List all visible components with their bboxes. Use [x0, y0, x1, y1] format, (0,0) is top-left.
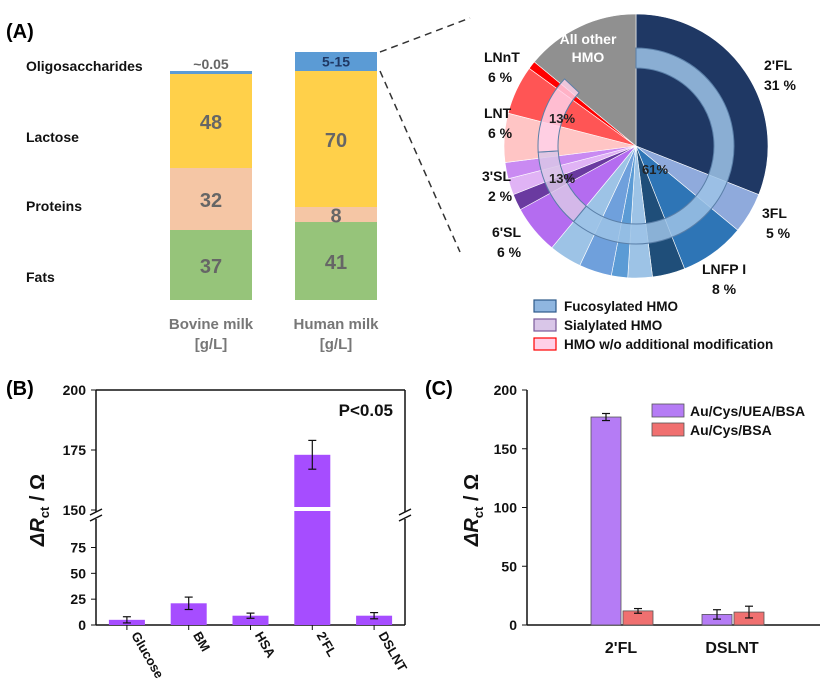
pie-percent-label: 6 %	[488, 125, 513, 141]
category-label: Bovine milk	[169, 316, 254, 333]
pie-other-label: All other	[560, 31, 617, 47]
legend-label: HMO w/o additional modification	[564, 337, 773, 352]
y-axis-label: ΔRct / Ω	[27, 474, 52, 547]
y-tick-label: 150	[63, 502, 87, 518]
inner-ring-percent-label: 61%	[642, 162, 668, 177]
stacked-bar-segment	[295, 71, 377, 207]
pie-category-label: 3'SL	[482, 168, 511, 184]
stacked-bar-segment	[170, 71, 252, 74]
legend-swatch	[651, 422, 685, 437]
stacked-bar-value-label: 41	[325, 252, 347, 274]
legend-swatch	[533, 318, 557, 332]
stacked-bar-value-label: 32	[200, 190, 222, 212]
y-tick-label: 50	[501, 558, 517, 574]
stacked-bar-value-label: 37	[200, 256, 222, 278]
bar	[232, 615, 269, 625]
legend-swatch	[533, 337, 557, 351]
panel-c-bar-chart: 0 50 100 150 200 2'FL DSLNT Au/Cys/UEA/BSA Au/Cy…	[461, 382, 820, 657]
stacked-bar-value-label: 70	[325, 130, 347, 152]
bar	[170, 603, 207, 625]
component-label: Lactose	[26, 129, 79, 145]
y-tick-label: 150	[494, 441, 518, 457]
legend-label: Au/Cys/BSA	[690, 422, 772, 438]
y-tick-label: 175	[63, 442, 87, 458]
panel-a-stacked-bars: 37 32 48 ~0.05 Bovine milk [g/L] 41 8 70 5-15 Huma…	[26, 17, 471, 353]
y-tick-label: 200	[63, 382, 87, 398]
inner-ring-percent-label: 13%	[549, 171, 575, 186]
legend-label: Sialylated HMO	[564, 318, 662, 333]
panel-label-a: (A)	[6, 21, 34, 43]
x-tick-label: Glucose	[128, 629, 167, 681]
legend-swatch	[651, 403, 685, 418]
component-label: Proteins	[26, 198, 82, 214]
stacked-bar-segment	[170, 168, 252, 230]
stacked-bar-segment	[295, 52, 377, 71]
pie-other-label: HMO	[572, 49, 605, 65]
callout-line	[379, 70, 461, 253]
y-tick-label: 75	[70, 540, 86, 556]
pie-slice	[533, 13, 637, 147]
axis-break-mark	[398, 514, 412, 522]
category-label: [g/L]	[195, 336, 227, 353]
axis-break-mark	[89, 508, 103, 516]
y-axis-label: ΔRct / Ω	[461, 474, 486, 547]
legend-label: Au/Cys/UEA/BSA	[690, 403, 805, 419]
pie-category-label: LNnT	[484, 49, 520, 65]
panel-a-legend: Fucosylated HMO Sialylated HMO HMO w/o add…	[533, 299, 773, 352]
axis-break-mark	[89, 514, 103, 522]
panel-label-c: (C)	[425, 378, 453, 400]
panel-a-pie-chart: 61% 13% 13% 2'FL 31 % 3FL 5 % LNFP I 8 % 6'SL 6 % 3…	[482, 13, 796, 297]
x-tick-label: DSLNT	[376, 629, 411, 674]
x-tick-label: 2'FL	[605, 640, 637, 657]
x-tick-label: DSLNT	[705, 640, 759, 657]
stacked-bar-segment	[170, 230, 252, 300]
y-tick-label: 100	[494, 500, 518, 516]
pie-category-label: LNT	[484, 105, 512, 121]
category-label: Human milk	[293, 316, 379, 333]
inner-ring-segment	[572, 47, 735, 245]
stacked-bar-value-label: 48	[200, 112, 222, 134]
bar	[294, 454, 331, 625]
y-tick-label: 0	[509, 617, 517, 633]
stacked-bar-segment	[295, 222, 377, 300]
pie-category-label: LNFP I	[702, 261, 746, 277]
pie-percent-label: 6 %	[497, 244, 522, 260]
pie-percent-label: 5 %	[766, 225, 791, 241]
significance-annotation: P<0.05	[339, 401, 393, 420]
pie-category-label: 2'FL	[764, 57, 793, 73]
legend-swatch	[533, 299, 557, 313]
x-tick-label: HSA	[252, 629, 279, 661]
category-label: [g/L]	[320, 336, 352, 353]
inner-ring-percent-label: 13%	[549, 111, 575, 126]
y-tick-label: 200	[494, 382, 518, 398]
axis-break-mark	[398, 508, 412, 516]
pie-category-label: 3FL	[762, 205, 787, 221]
pie-percent-label: 8 %	[712, 281, 737, 297]
pie-percent-label: 2 %	[488, 188, 513, 204]
y-tick-label: 0	[78, 617, 86, 633]
stacked-bar-segment	[170, 74, 252, 168]
pie-percent-label: 31 %	[764, 77, 796, 93]
bar	[356, 615, 393, 625]
bar	[590, 416, 622, 626]
x-tick-label: BM	[190, 629, 213, 654]
panel-label-b: (B)	[6, 378, 34, 400]
component-label: Oligosaccharides	[26, 58, 143, 74]
component-label: Fats	[26, 269, 55, 285]
inner-ring-segment	[537, 78, 580, 153]
panel-b-bar-chart: 0 25 50 75 150 175 200 Glucose BM HSA 2'FL DSLNT P<0…	[27, 382, 412, 681]
stacked-bar-segment	[295, 207, 377, 222]
stacked-bar-value-label: 5-15	[322, 54, 350, 70]
pie-percent-label: 6 %	[488, 69, 513, 85]
callout-line	[379, 17, 471, 53]
y-tick-label: 25	[70, 591, 86, 607]
stacked-bar-value-label: ~0.05	[193, 56, 229, 72]
pie-category-label: 6'SL	[492, 224, 521, 240]
bar-break-gap	[293, 507, 332, 511]
legend-label: Fucosylated HMO	[564, 299, 678, 314]
y-tick-label: 50	[70, 565, 86, 581]
stacked-bar-value-label: 8	[330, 206, 341, 228]
x-tick-label: 2'FL	[314, 629, 340, 659]
